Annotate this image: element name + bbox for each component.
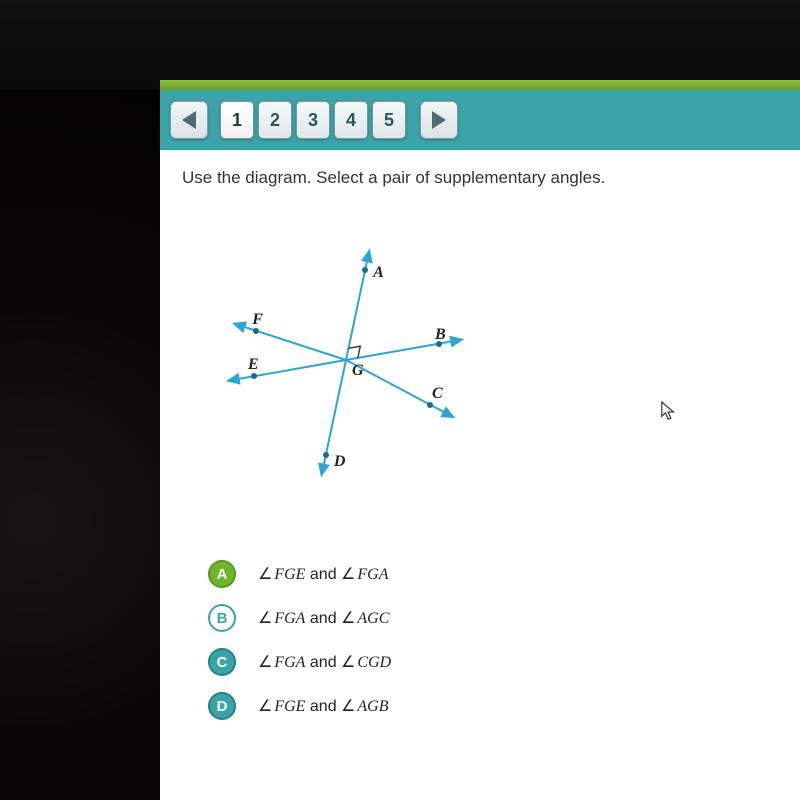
mouse-cursor-icon <box>660 400 678 422</box>
label-C: C <box>432 385 443 403</box>
prev-button[interactable] <box>170 101 208 139</box>
label-F: F <box>252 311 263 329</box>
answer-row-B[interactable]: B ∠FGA and ∠AGC <box>208 604 778 632</box>
arrow-right-icon <box>432 111 446 129</box>
answer-list: A ∠FGE and ∠FGA B ∠FGA and ∠AGC C ∠FGA and ∠C… <box>208 560 778 720</box>
answer-text-A: ∠FGE and ∠FGA <box>258 564 389 584</box>
question-nav-2[interactable]: 2 <box>258 101 292 139</box>
label-E: E <box>248 356 259 374</box>
answer-row-C[interactable]: C ∠FGA and ∠CGD <box>208 648 778 676</box>
arrow-left-icon <box>182 111 196 129</box>
point-D <box>323 452 329 458</box>
question-nav-5[interactable]: 5 <box>372 101 406 139</box>
header-green-strip <box>160 80 800 90</box>
answer-badge-B[interactable]: B <box>208 604 236 632</box>
camera-dark-top <box>0 0 800 90</box>
label-D: D <box>334 453 346 471</box>
label-center: G <box>352 362 364 380</box>
question-text: Use the diagram. Select a pair of supple… <box>182 168 778 188</box>
answer-text-D: ∠FGE and ∠AGB <box>258 696 389 716</box>
answer-badge-D[interactable]: D <box>208 692 236 720</box>
question-nav-1[interactable]: 1 <box>220 101 254 139</box>
answer-row-A[interactable]: A ∠FGE and ∠FGA <box>208 560 778 588</box>
question-nav-3[interactable]: 3 <box>296 101 330 139</box>
question-nav-4[interactable]: 4 <box>334 101 368 139</box>
content-panel: Use the diagram. Select a pair of supple… <box>160 150 800 800</box>
answer-row-D[interactable]: D ∠FGE and ∠AGB <box>208 692 778 720</box>
answer-text-C: ∠FGA and ∠CGD <box>258 652 391 672</box>
question-toolbar: 12345 <box>160 90 800 150</box>
next-button[interactable] <box>420 101 458 139</box>
label-A: A <box>373 264 384 282</box>
camera-dark-left <box>0 0 160 800</box>
angle-diagram: A B C D E F G <box>186 200 546 520</box>
question-number-group: 12345 <box>220 101 406 139</box>
label-B: B <box>435 326 446 344</box>
answer-text-B: ∠FGA and ∠AGC <box>258 608 389 628</box>
answer-badge-C[interactable]: C <box>208 648 236 676</box>
answer-badge-A[interactable]: A <box>208 560 236 588</box>
